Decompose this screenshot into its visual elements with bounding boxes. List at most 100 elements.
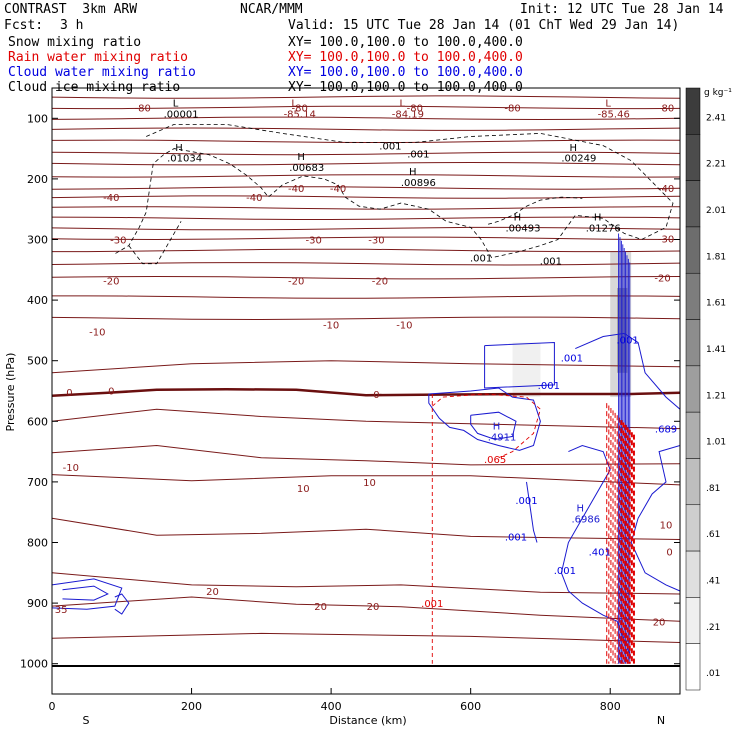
extremum-marker: H — [297, 152, 305, 163]
colorbar: 2.41 2.21 2.01 1.81 1.61 1.41 1.21 1.01 .81 .61 .4… — [685, 87, 726, 691]
colorbar-tick-label: .61 — [706, 530, 720, 540]
temperature-label: -20 — [103, 277, 119, 288]
isotherm-line — [51, 226, 681, 231]
temperature-label: -80 — [407, 103, 423, 114]
cloud-water-contour — [114, 593, 130, 615]
temperature-label: -30 — [305, 236, 321, 247]
cloud-water-contour — [51, 578, 123, 610]
colorbar-segment — [685, 550, 701, 598]
x-tick-label: 200 — [181, 700, 202, 713]
temperature-label: -80 — [292, 103, 308, 114]
extremum-marker: H — [514, 212, 522, 223]
isotherm-line — [51, 236, 681, 241]
isotherm-line — [51, 275, 681, 280]
extremum-marker: H — [175, 143, 183, 154]
moisture-label: .001 — [407, 149, 429, 160]
moisture-label: .001 — [505, 532, 527, 543]
moisture-label: .001 — [540, 257, 562, 268]
shading-layer — [512, 251, 632, 398]
isotherm-line — [51, 195, 681, 199]
extremum-value: .00001 — [164, 109, 199, 120]
snow-contours — [113, 124, 674, 265]
extremum-marker: H — [576, 503, 584, 514]
temperature-label: -20 — [372, 277, 388, 288]
isotherm-line — [51, 572, 681, 595]
colorbar-tick-label: .81 — [706, 484, 720, 494]
colorbar-segment — [685, 226, 701, 274]
extremum-marker: H — [569, 143, 577, 154]
y-tick-label: 1000 — [20, 658, 48, 671]
colorbar-tick-label: 2.01 — [706, 206, 726, 216]
temperature-label: -40 — [246, 193, 262, 204]
temperature-label: 20 — [206, 587, 219, 598]
temperature-label: -30 — [368, 236, 384, 247]
colorbar-tick-label: 2.21 — [706, 160, 726, 170]
moisture-label: .001 — [561, 354, 583, 365]
extremum-value: .00896 — [401, 178, 436, 189]
x-end-label-south: S — [83, 714, 90, 727]
temperature-label: 0 — [666, 548, 672, 559]
field-xy-snow: XY= 100.0,100.0 to 100.0,400.0 — [288, 35, 523, 50]
temperature-label: 10 — [297, 484, 310, 495]
isotherm-line — [51, 632, 681, 643]
moisture-label: .001 — [617, 335, 639, 346]
cloud-water-contour — [484, 341, 555, 389]
plot-frame — [51, 87, 681, 695]
colorbar-tick-label: .01 — [706, 669, 720, 679]
extremum-marker: L — [173, 99, 179, 110]
colorbar-segment — [685, 597, 701, 644]
y-tick-label: 400 — [27, 294, 48, 307]
cloud-water-contour — [62, 585, 109, 601]
temperature-label: -40 — [330, 184, 346, 195]
extremum-value: -85.46 — [598, 109, 630, 120]
cloud-water-contour — [526, 481, 538, 543]
colorbar-segment — [685, 643, 701, 691]
x-tick-label: 0 — [49, 700, 56, 713]
extremum-marker: L — [291, 99, 297, 110]
isotherm-line — [51, 596, 681, 622]
colorbar-segment — [685, 365, 701, 413]
isotherm-line — [51, 174, 681, 178]
cloud-water-contour — [560, 444, 632, 658]
field-label-snow: Snow mixing ratio — [8, 35, 142, 50]
isotherm-line — [51, 316, 681, 321]
moisture-label: .001 — [515, 496, 537, 507]
temperature-contours — [51, 95, 681, 643]
isotherm-line — [51, 262, 681, 266]
colorbar-tick-label: 1.81 — [706, 252, 726, 262]
field-xy-cloud-water: XY= 100.0,100.0 to 100.0,400.0 — [288, 65, 523, 80]
moisture-label: .401 — [589, 548, 611, 559]
colorbar-tick-label: 1.21 — [706, 391, 726, 401]
extremum-marker: H — [493, 422, 501, 433]
temperature-label: 20 — [314, 602, 327, 613]
cloud-water-contour — [470, 411, 517, 441]
x-end-label-north: N — [657, 714, 665, 727]
axes: 0 200 400 600 800100200300400500600700800900… — [20, 112, 680, 713]
extremum-value: -85.14 — [284, 109, 316, 120]
colorbar-segment — [685, 504, 701, 552]
temperature-label: -40 — [658, 184, 674, 195]
moisture-label: .689 — [655, 425, 677, 436]
y-tick-label: 100 — [27, 112, 48, 125]
colorbar-tick-label: .21 — [706, 623, 720, 633]
extremum-value: -84.19 — [392, 109, 424, 120]
isotherm-line — [51, 151, 681, 156]
model-title: CONTRAST 3km ARW — [4, 2, 138, 17]
x-tick-label: 800 — [600, 700, 621, 713]
cloud-water-contour — [428, 387, 541, 451]
field-label-rain: Rain water mixing ratio — [8, 50, 189, 65]
isotherm-line — [51, 206, 680, 210]
moisture-label: .001 — [421, 599, 443, 610]
temperature-label: 10 — [363, 478, 376, 489]
y-axis-label: Pressure (hPa) — [4, 353, 17, 432]
temperature-label: -10 — [396, 320, 412, 331]
extremum-value: .00249 — [561, 154, 596, 165]
temperature-label: -80 — [504, 103, 520, 114]
colorbar-tick-label: .41 — [706, 576, 720, 586]
moisture-label: .065 — [484, 455, 506, 466]
extremum-value: .6986 — [571, 514, 600, 525]
extremum-marker: L — [605, 99, 611, 110]
colorbar-tick-label: 1.01 — [706, 438, 726, 448]
colorbar-segment — [685, 319, 701, 367]
